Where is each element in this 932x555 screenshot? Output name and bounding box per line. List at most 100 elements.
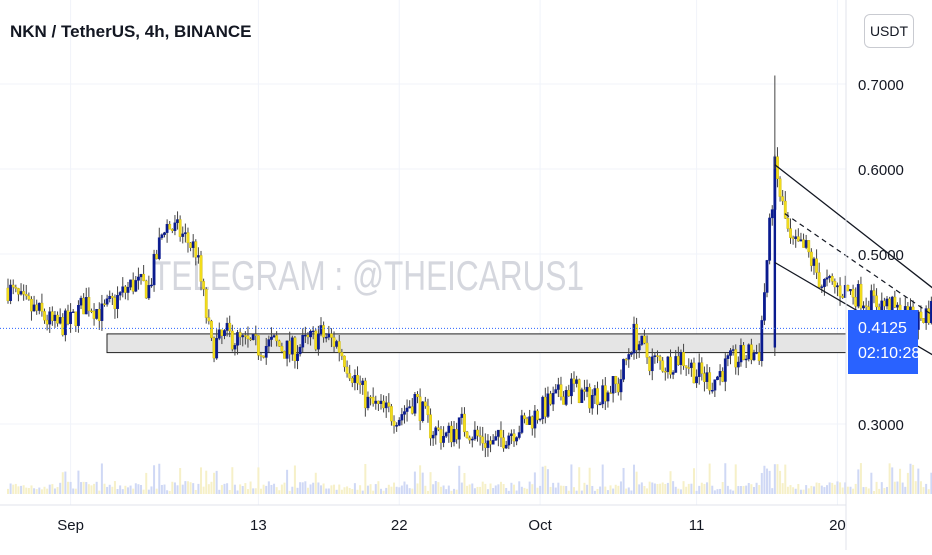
candle-body [564, 390, 568, 405]
candle-body [447, 425, 451, 433]
candle-body [676, 356, 680, 365]
candle-body [757, 352, 761, 362]
candle-body [755, 352, 758, 354]
volume-bar [721, 482, 724, 494]
volume-bar [270, 484, 273, 494]
volume-bar [351, 489, 354, 494]
candle-body [546, 393, 550, 417]
candle-body [538, 418, 542, 421]
volume-bar [909, 463, 912, 494]
candle-body [423, 401, 427, 407]
candle-body [530, 416, 534, 429]
candle-body [322, 325, 326, 338]
volume-bar [215, 470, 218, 494]
volume-bar [484, 483, 487, 494]
volume-bar [181, 484, 184, 494]
candle-body [134, 280, 138, 292]
candle-body [356, 375, 359, 384]
time-axis[interactable]: Sep1322Oct1120Nov [57, 517, 932, 534]
candle-body [611, 376, 615, 394]
grid-lines [0, 0, 846, 505]
candle-body [285, 340, 289, 359]
volume-bar [878, 488, 881, 494]
candle-body [330, 333, 333, 338]
volume-bar [46, 488, 49, 494]
volume-bar [426, 490, 429, 494]
candle-body [457, 417, 461, 440]
volume-bar [659, 483, 662, 494]
candle-body [37, 302, 41, 311]
candle-body [123, 286, 127, 293]
candle-body [919, 311, 923, 319]
candle-body [603, 385, 607, 402]
candle-body [624, 358, 628, 361]
volume-bar [53, 488, 56, 494]
volume-bar [113, 481, 116, 494]
volume-bar [546, 469, 549, 494]
volume-bar [669, 471, 672, 494]
candle-body [697, 362, 701, 377]
candle-body [489, 440, 492, 445]
volume-bar [599, 486, 602, 494]
candle-body [635, 323, 639, 351]
volume-bar [570, 464, 573, 494]
candle-body [590, 395, 594, 409]
volume-bar [614, 484, 617, 494]
volume-bar [74, 488, 77, 494]
candle-body [577, 379, 581, 403]
candle-body [713, 379, 717, 391]
volume-bar [575, 490, 578, 494]
volume-bar [377, 481, 380, 494]
time-tick-label: 13 [250, 517, 267, 534]
candle-body [165, 224, 169, 233]
candle-body [833, 281, 837, 288]
candle-body [606, 392, 610, 402]
candle-body [598, 403, 602, 406]
volume-bar [14, 483, 17, 494]
volume-bar [768, 470, 771, 494]
volume-bar [364, 464, 367, 494]
candle-body [84, 297, 88, 315]
candle-body [504, 444, 508, 449]
volume-bar [359, 485, 362, 494]
volume-bar [925, 483, 928, 494]
volume-bar [453, 488, 456, 494]
volume-bar [134, 483, 137, 494]
candle-body [640, 335, 644, 345]
volume-bar [202, 486, 205, 494]
candle-body [836, 285, 839, 288]
volume-bar [758, 485, 761, 494]
volume-bar [674, 486, 677, 494]
candle-body [48, 311, 52, 325]
volume-bar [531, 484, 534, 494]
candle-body [468, 437, 472, 441]
volume-bar [815, 482, 818, 494]
volume-bar [27, 488, 30, 494]
volume-bar [103, 483, 106, 494]
candle-body [622, 358, 625, 380]
volume-bar [528, 481, 531, 494]
volume-bar [867, 488, 870, 494]
volume-bar [322, 483, 325, 494]
candle-body [194, 241, 198, 258]
candle-body [197, 255, 200, 258]
candle-body [43, 311, 46, 321]
volume-bar [171, 481, 174, 494]
candle-body [786, 218, 790, 229]
volume-bar [646, 488, 649, 494]
volume-bar [432, 484, 435, 494]
volume-bar [142, 489, 145, 494]
candle-body [298, 346, 302, 355]
candle-body [708, 372, 712, 391]
volume-bar [601, 464, 604, 494]
price-axis[interactable]: 0.7000 0.6000 0.5000 0.3000 [858, 77, 904, 434]
candle-body [61, 317, 65, 336]
currency-button[interactable]: USDT [864, 14, 914, 48]
volume-bar [158, 463, 161, 494]
candle-body [851, 289, 855, 298]
volume-bar [249, 481, 252, 494]
candle-body [520, 415, 524, 433]
candle-body [79, 297, 83, 306]
